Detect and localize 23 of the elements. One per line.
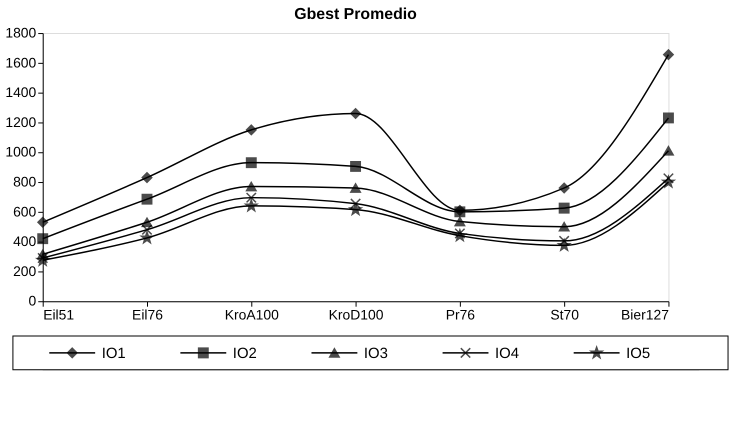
legend-label: IO5: [626, 346, 650, 362]
legend-label: IO2: [232, 346, 257, 362]
legend-label: IO1: [102, 346, 126, 362]
x-tick-label: Pr76: [446, 306, 476, 323]
y-tick-label: 1200: [5, 114, 37, 130]
y-tick-label: 600: [13, 203, 37, 220]
x-tick-label: Eil51: [43, 306, 74, 323]
x-tick-label: KroD100: [328, 306, 384, 323]
y-tick-label: 0: [28, 292, 37, 309]
x-tick-label: KroA100: [224, 306, 280, 323]
chart-title: Gbest Promedio: [294, 6, 418, 24]
y-tick-label: 1400: [5, 84, 37, 100]
x-tick-label: Eil76: [132, 306, 164, 323]
legend-label: IO3: [364, 346, 388, 362]
y-tick-label: 800: [13, 174, 37, 190]
y-tick-label: 1000: [5, 144, 37, 160]
y-tick-label: 200: [13, 262, 37, 279]
y-tick-label: 1600: [5, 54, 37, 70]
legend-label: IO4: [495, 346, 520, 362]
y-tick-label: 400: [13, 233, 37, 250]
x-tick-label: Bier127: [621, 306, 670, 323]
y-tick-label: 1800: [5, 24, 37, 41]
x-tick-label: St70: [550, 306, 580, 323]
